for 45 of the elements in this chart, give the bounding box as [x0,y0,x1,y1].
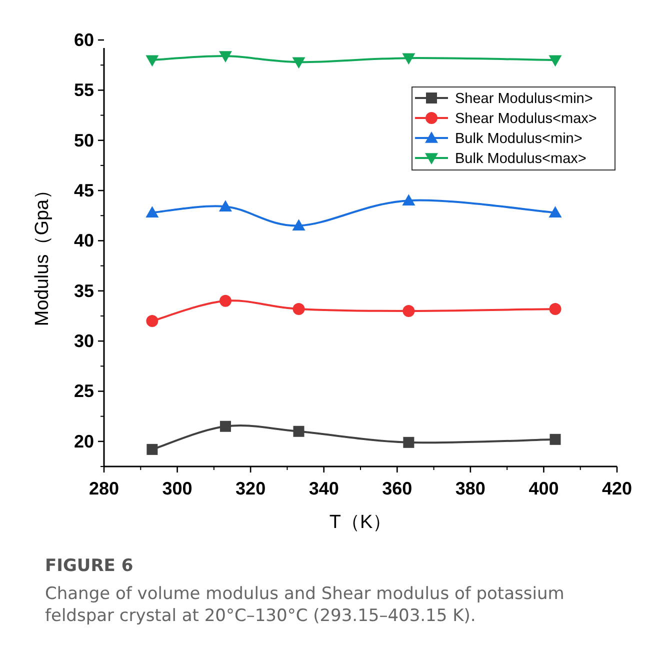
legend-label: Shear Modulus<max> [455,111,597,127]
y-tick-label: 20 [74,431,94,452]
point [402,304,415,317]
x-tick-label: 360 [382,478,412,498]
y-tick-label: 40 [74,230,94,251]
point [292,302,305,315]
point [218,200,232,212]
x-tick-label: 400 [528,478,559,498]
point [292,57,306,69]
y-tick-label: 45 [74,180,94,201]
legend-label: Bulk Modulus<min> [455,131,582,147]
point [550,434,561,445]
y-tick-label: 25 [74,381,94,402]
point [219,294,232,307]
point [146,206,159,218]
point [146,314,158,327]
x-tick-label: 340 [308,478,339,498]
x-tick-label: 420 [602,478,632,498]
point [402,53,416,65]
y-tick-label: 55 [74,80,94,100]
y-axis-title: Modulus（Gpa） [32,180,53,326]
point [548,206,562,218]
point [293,426,304,437]
point [146,444,158,455]
y-tick-label: 35 [74,280,94,301]
x-axis-title: T（K） [329,512,392,533]
point [549,302,562,315]
point [292,219,306,231]
caption: FIGURE 6 [45,555,134,577]
x-tick-label: 320 [236,478,266,498]
x-tick-label: 280 [88,478,120,498]
point [548,55,562,67]
text: Change of volume modulus and Shear modulus of potassium feldspar crystal at 20°C–130°C (293.15–403.15 K). [45,583,566,627]
legend-label: Shear Modulus<min> [455,91,593,107]
point [402,194,416,206]
legend-label: Bulk Modulus<max> [455,151,586,167]
point [218,51,232,63]
point [403,436,414,448]
x-tick-label: 300 [162,478,192,498]
y-tick-label: 50 [74,130,94,150]
y-tick-label: 60 [74,30,94,50]
point [146,55,159,67]
x-tick-label: 380 [455,478,486,498]
point [220,420,231,432]
y-tick-label: 30 [74,331,94,352]
